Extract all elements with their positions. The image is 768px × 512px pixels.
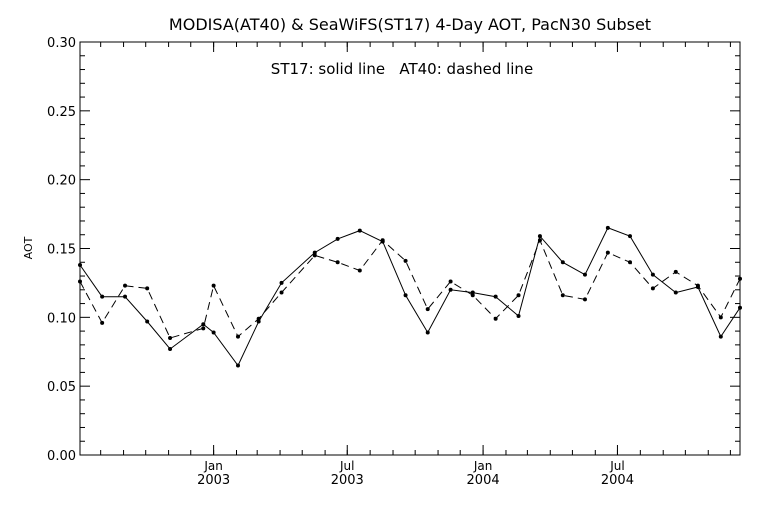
data-point-at40 — [560, 293, 565, 298]
data-point-at40 — [516, 293, 521, 298]
data-point-at40 — [256, 316, 261, 321]
y-tick-label: 0.10 — [47, 311, 76, 326]
data-point-at40 — [380, 238, 385, 243]
data-point-st17 — [516, 313, 521, 318]
y-tick-label: 0.05 — [47, 380, 76, 395]
y-tick-label: 0.15 — [47, 243, 76, 258]
data-point-at40 — [168, 335, 173, 340]
data-point-at40 — [628, 260, 632, 265]
data-point-st17 — [448, 287, 453, 292]
data-point-st17 — [211, 330, 216, 335]
data-point-at40 — [335, 260, 340, 265]
data-point-at40 — [493, 316, 498, 321]
data-point-at40 — [738, 276, 742, 281]
chart-title: MODISA(AT40) & SeaWiFS(ST17) 4-Day AOT, … — [169, 15, 651, 34]
series-line-st17 — [79, 227, 741, 367]
data-point-st17 — [673, 290, 678, 295]
data-point-st17 — [718, 334, 723, 339]
x-tick-month-label: Jan — [203, 459, 223, 473]
series-line-at40 — [79, 238, 741, 339]
y-tick-label: 0.30 — [47, 36, 76, 51]
data-point-st17 — [123, 294, 128, 299]
data-point-at40 — [123, 283, 128, 288]
data-point-st17 — [537, 234, 542, 239]
data-point-at40 — [357, 268, 362, 273]
series-layer — [78, 225, 742, 368]
x-tick-month-label: Jan — [473, 459, 493, 473]
data-point-st17 — [650, 272, 655, 277]
data-point-st17 — [168, 346, 173, 351]
x-tick-year-label: 2004 — [467, 473, 500, 488]
x-tick-month-label: Jul — [339, 459, 354, 473]
y-tick-label: 0.00 — [47, 449, 76, 464]
data-point-st17 — [470, 290, 475, 295]
data-point-st17 — [78, 263, 82, 268]
data-point-at40 — [695, 283, 700, 288]
data-point-at40 — [582, 297, 587, 302]
x-tick-year-label: 2004 — [601, 473, 634, 488]
data-point-st17 — [201, 322, 206, 327]
data-point-st17 — [279, 280, 284, 285]
chart-annotation: ST17: solid line AT40: dashed line — [271, 60, 533, 78]
data-point-at40 — [718, 315, 723, 320]
plot-frame — [79, 41, 741, 456]
y-tick-label: 0.25 — [47, 105, 76, 120]
data-point-at40 — [605, 250, 610, 255]
data-point-at40 — [279, 290, 284, 295]
data-point-st17 — [145, 319, 150, 324]
y-axis: 0.00 0.05 0.10 0.15 0.20 0.25 0.30 — [47, 36, 740, 464]
data-point-at40 — [425, 307, 430, 312]
data-point-at40 — [201, 326, 206, 331]
data-point-at40 — [312, 253, 317, 258]
data-point-st17 — [403, 293, 408, 298]
data-point-st17 — [256, 319, 261, 324]
data-point-at40 — [537, 238, 542, 243]
data-point-st17 — [357, 228, 362, 233]
data-point-at40 — [403, 258, 408, 263]
y-tick-label: 0.20 — [47, 174, 76, 189]
data-point-at40 — [235, 334, 240, 339]
data-point-at40 — [145, 286, 150, 291]
data-point-st17 — [738, 305, 742, 310]
data-point-st17 — [235, 363, 240, 368]
data-point-at40 — [470, 293, 475, 298]
data-point-at40 — [650, 286, 655, 291]
x-tick-year-label: 2003 — [331, 473, 364, 488]
data-point-st17 — [425, 330, 430, 335]
data-point-st17 — [628, 234, 632, 239]
data-point-at40 — [100, 320, 105, 325]
data-point-at40 — [211, 283, 216, 288]
data-point-st17 — [335, 236, 340, 241]
y-axis-label: AOT — [22, 236, 35, 259]
x-tick-year-label: 2003 — [197, 473, 230, 488]
data-point-at40 — [78, 279, 82, 284]
data-point-st17 — [312, 250, 317, 255]
data-point-st17 — [582, 272, 587, 277]
data-point-st17 — [493, 294, 498, 299]
data-point-st17 — [100, 294, 105, 299]
data-point-at40 — [673, 269, 678, 274]
data-point-st17 — [560, 260, 565, 265]
x-tick-month-label: Jul — [609, 459, 624, 473]
data-point-st17 — [605, 225, 610, 230]
data-point-at40 — [448, 279, 453, 284]
